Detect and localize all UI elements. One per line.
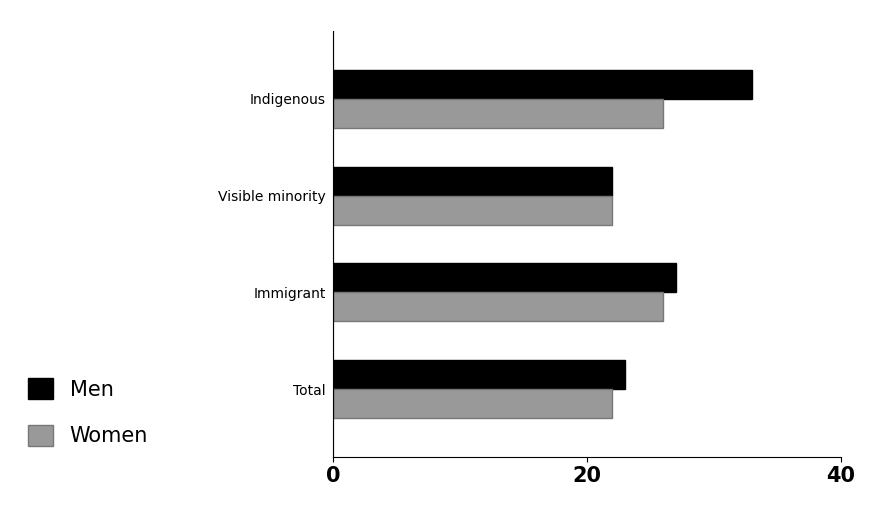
Bar (333, 99, 663, 128)
Legend: Men, Women: Men, Women (28, 378, 148, 446)
Bar (333, 389, 612, 418)
Bar (333, 70, 752, 99)
Bar (333, 196, 612, 225)
Bar (333, 167, 612, 196)
Bar (333, 263, 675, 292)
Bar (333, 360, 625, 389)
Bar (333, 292, 663, 321)
